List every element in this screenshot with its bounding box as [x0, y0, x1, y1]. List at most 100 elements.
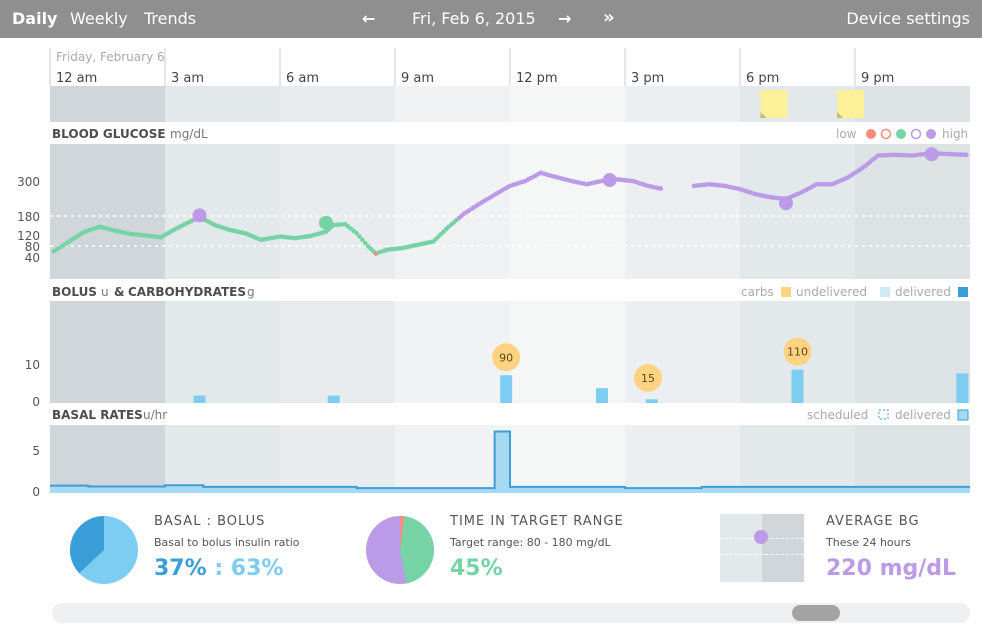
tab-trends[interactable]: Trends	[144, 9, 197, 28]
basal-column	[395, 425, 510, 493]
tab-daily[interactable]: Daily	[12, 9, 58, 28]
bg-series	[51, 147, 969, 256]
bolus-bar	[645, 399, 658, 403]
legend-undelivered-swatch	[880, 287, 890, 297]
basal-column	[625, 425, 740, 493]
bolus-bar	[193, 395, 206, 403]
legend-delivered: delivered	[895, 285, 951, 299]
bolus-bar	[500, 375, 513, 403]
tir-value: 45%	[450, 556, 503, 581]
legend-delivered-swatch	[958, 287, 968, 297]
hour-label: 12 am	[56, 71, 97, 86]
bolus-column	[855, 301, 970, 403]
scrollbar-thumb[interactable]	[792, 605, 840, 621]
top-nav-bar: Daily Weekly Trends ← Fri, Feb 6, 2015 →…	[0, 0, 982, 38]
bolus-tick: 10	[25, 358, 40, 372]
legend-scheduled-swatch	[878, 409, 889, 420]
cgm-point	[658, 186, 664, 191]
hour-label: 6 pm	[746, 71, 779, 86]
bg-tick: 40	[25, 251, 40, 265]
cgm-point	[363, 240, 368, 246]
note-icon	[837, 90, 865, 118]
bg-legend-high: high	[942, 127, 968, 141]
carb-label: 90	[499, 351, 513, 364]
smbg-point	[602, 173, 617, 188]
legend-low-ring	[880, 128, 892, 140]
bg-tick: 80	[25, 240, 40, 254]
bolus-column	[50, 301, 165, 403]
note-icon	[760, 90, 788, 118]
hour-label: 12 pm	[516, 71, 558, 86]
time-columns	[50, 86, 970, 493]
timeline-column	[165, 86, 280, 122]
bg-section-unit: mg/dL	[170, 127, 208, 141]
basal-column	[510, 425, 625, 493]
bolus-column	[510, 301, 625, 403]
smbg-point	[779, 196, 793, 211]
tir-subtitle: Target range: 80 - 180 mg/dL	[450, 536, 611, 549]
basal-header-band	[50, 403, 970, 425]
carb-label: 15	[641, 372, 655, 385]
legend-basal-delivered: delivered	[895, 408, 951, 422]
cgm-point	[360, 237, 365, 243]
notes-layer	[760, 90, 865, 118]
basal-column	[165, 425, 280, 493]
cgm-point	[354, 231, 360, 236]
bolus-unit-u: u	[101, 285, 109, 299]
bg-column	[165, 144, 280, 279]
bg-tick: 300	[17, 175, 40, 189]
bg-column	[395, 144, 510, 279]
bg-section-title: BLOOD GLUCOSE	[52, 127, 166, 141]
time-in-range-card: TIME IN TARGET RANGE Target range: 80 - …	[356, 510, 656, 590]
bg-column	[740, 144, 855, 279]
note-icon-fold	[837, 112, 844, 118]
basal-slice	[70, 516, 104, 574]
basal-column	[740, 425, 855, 493]
tir-title: TIME IN TARGET RANGE	[450, 514, 624, 529]
horizontal-scrollbar[interactable]	[52, 603, 970, 623]
cgm-point	[357, 234, 362, 239]
carb-circle	[634, 364, 662, 392]
bg-column	[855, 144, 970, 279]
bolus-bar	[791, 369, 804, 403]
legend-low-dot	[866, 129, 876, 139]
time-in-range-pie	[366, 516, 434, 584]
bolus-series: 90 15 110	[193, 337, 969, 403]
legend-scheduled: scheduled	[807, 408, 868, 422]
basal-bolus-card: BASAL : BOLUS Basal to bolus insulin rat…	[60, 510, 340, 590]
timeline-column	[625, 86, 740, 122]
hour-label: 6 am	[286, 71, 319, 86]
tab-weekly[interactable]: Weekly	[70, 9, 128, 28]
date-title: Fri, Feb 6, 2015	[412, 9, 536, 28]
carb-label: 110	[787, 346, 808, 359]
carbs-unit-g: g	[247, 285, 255, 299]
mini-target-low	[720, 554, 804, 555]
hour-label: 3 pm	[631, 71, 664, 86]
average-bg-dot	[754, 530, 768, 544]
note-icon-fold	[760, 112, 767, 118]
legend-undelivered: undelivered	[796, 285, 867, 299]
bolus-bar	[327, 395, 340, 403]
device-settings-link[interactable]: Device settings	[846, 9, 970, 28]
legend-target-dot	[896, 129, 906, 139]
basal-column	[855, 425, 970, 493]
next-day-icon[interactable]: →	[558, 9, 572, 28]
bolus-column	[280, 301, 395, 403]
timeline-column	[280, 86, 395, 122]
basal-bolus-pie	[70, 516, 138, 584]
bolus-bar	[596, 388, 608, 403]
cgm-point	[963, 152, 969, 158]
carbs-section-title: CARBOHYDRATES	[128, 285, 246, 299]
prev-day-icon[interactable]: ←	[362, 9, 376, 28]
most-recent-icon[interactable]: »	[603, 7, 615, 28]
average-bg-subtitle: These 24 hours	[826, 536, 911, 549]
basal-bolus-title: BASAL : BOLUS	[154, 514, 266, 529]
basal-percent: 37%	[154, 556, 207, 581]
hour-label: 9 pm	[861, 71, 894, 86]
bg-column	[50, 144, 165, 279]
basal-section-title: BASAL RATES	[52, 408, 143, 422]
average-bg-title: AVERAGE BG	[826, 514, 920, 529]
bg-legend-low: low	[836, 127, 857, 141]
timeline-column	[395, 86, 510, 122]
smbg-point	[924, 147, 939, 162]
